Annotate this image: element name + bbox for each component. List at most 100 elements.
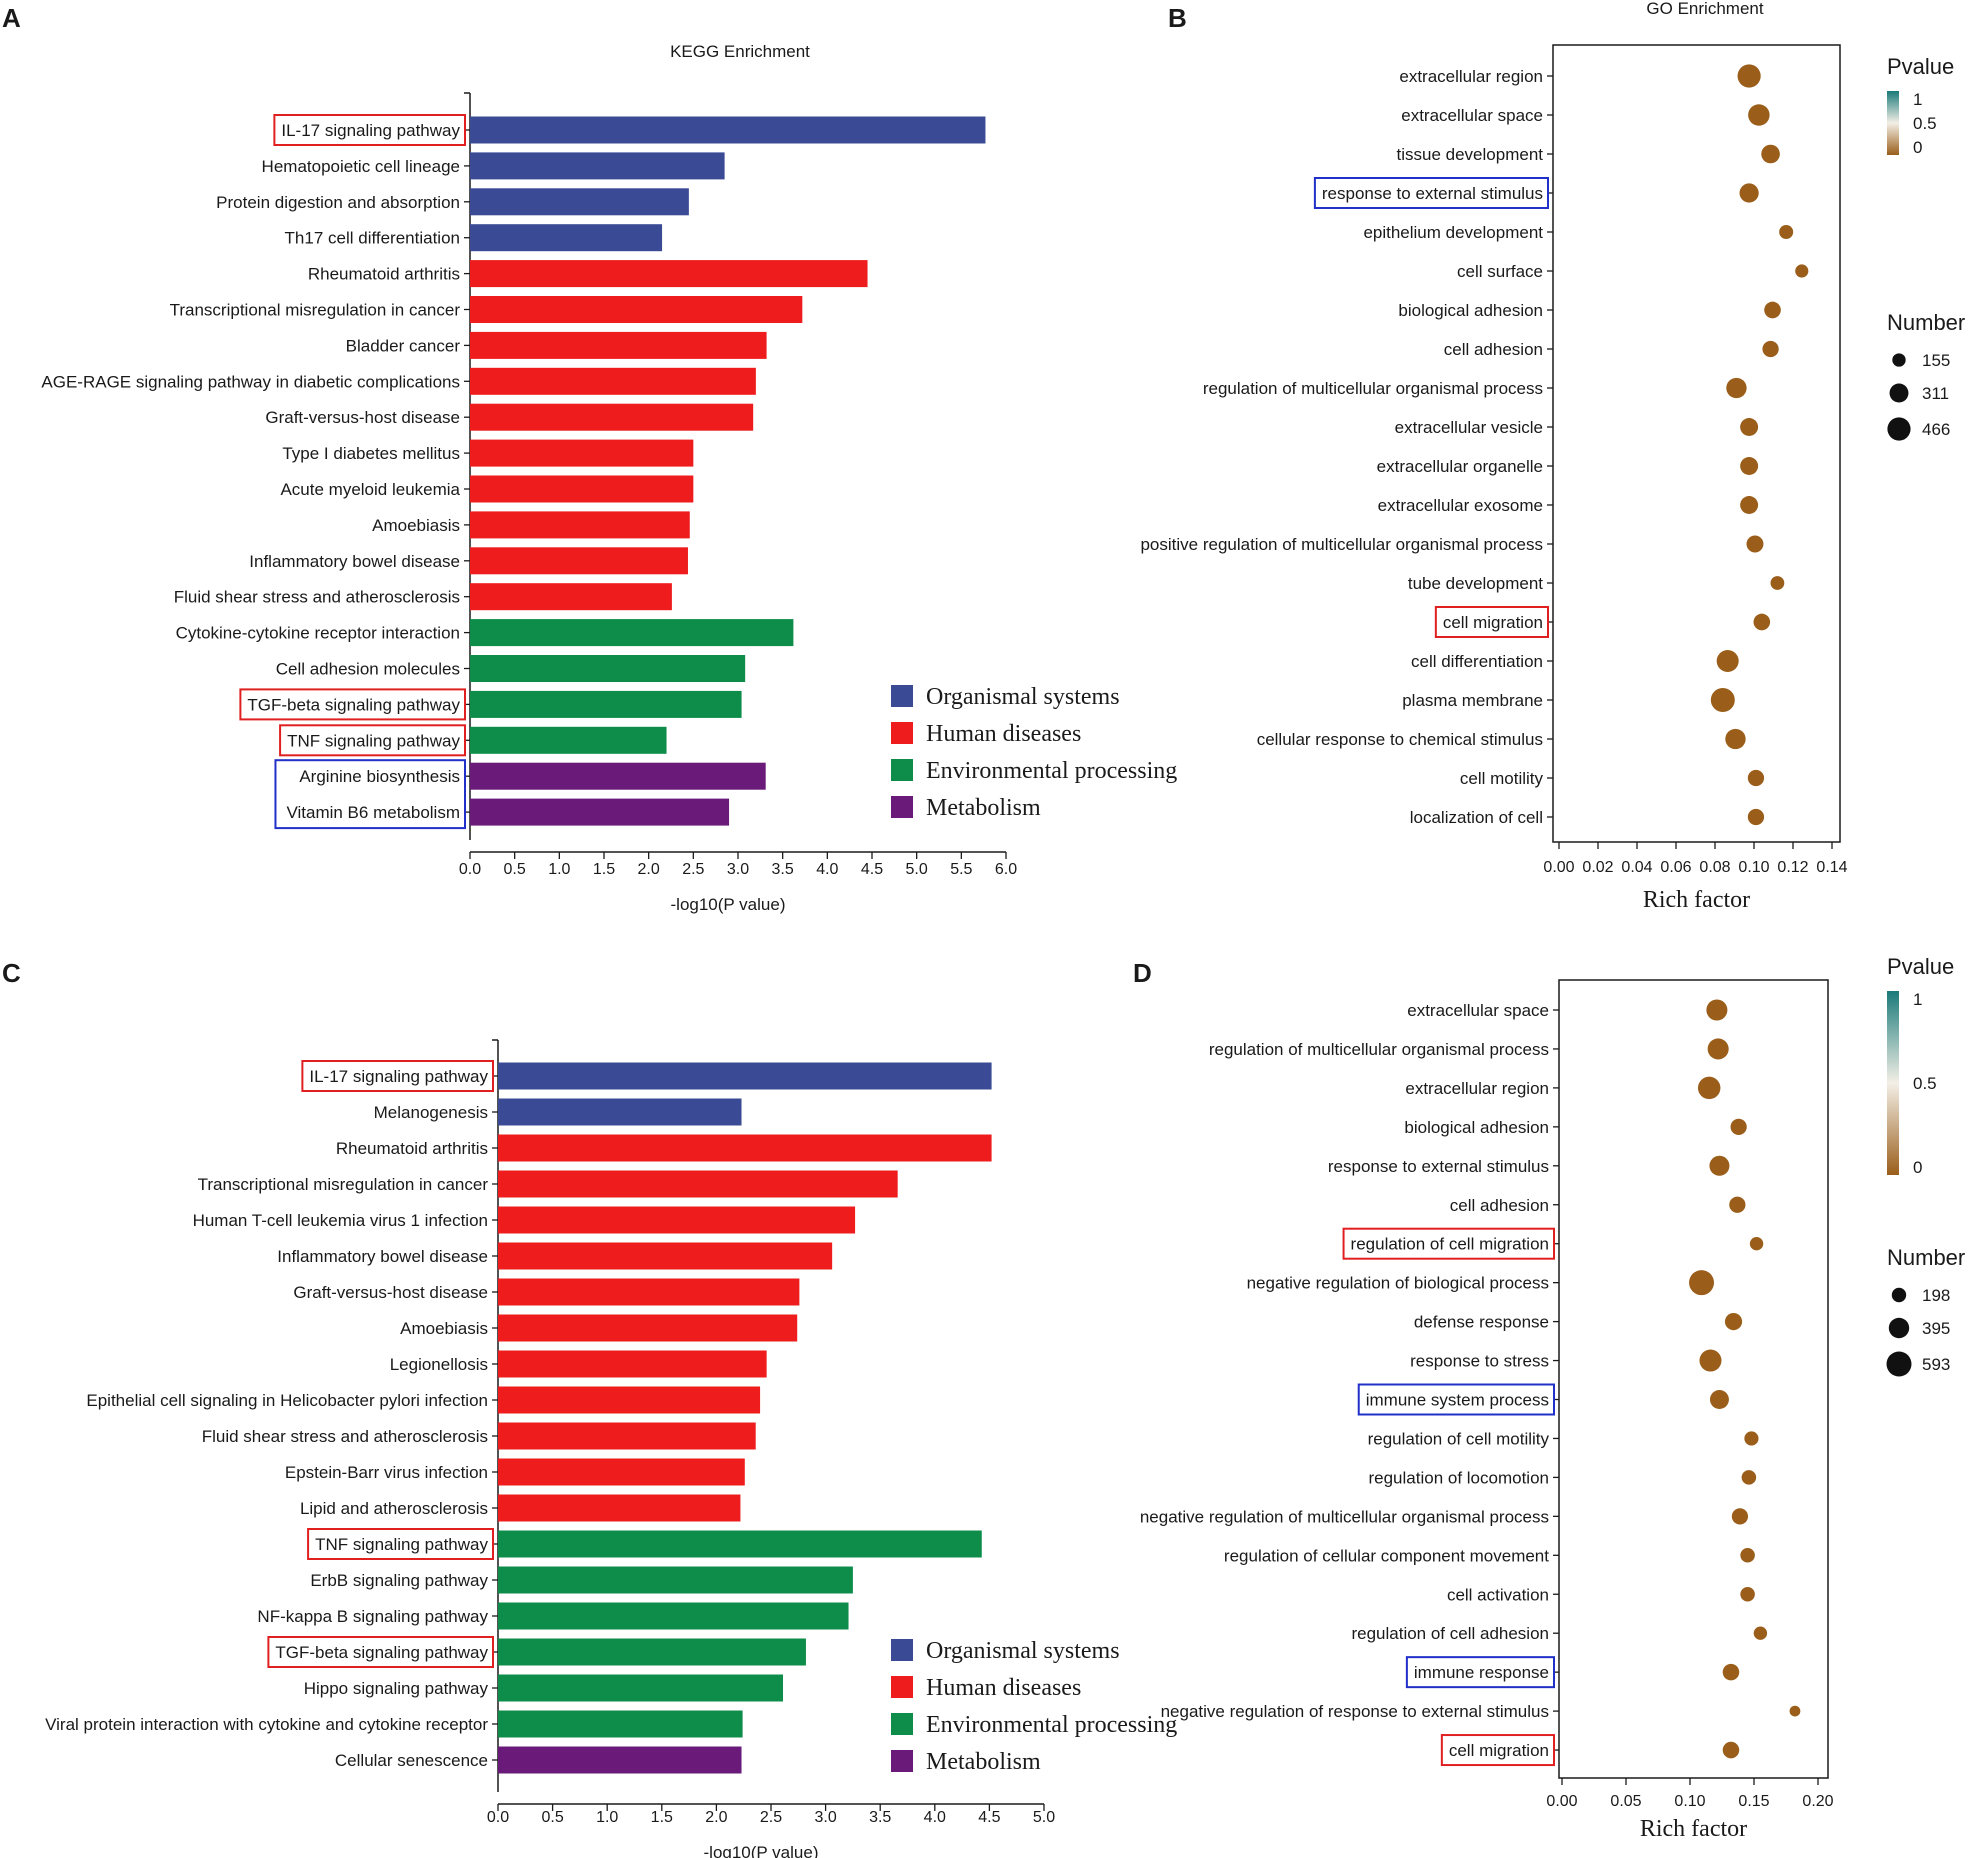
- category-label: Inflammatory bowel disease: [249, 552, 460, 571]
- bar: [498, 1386, 761, 1414]
- category-label: Protein digestion and absorption: [216, 193, 460, 212]
- x-tick-label: 2.5: [760, 1809, 782, 1826]
- bubble: [1761, 144, 1780, 164]
- number-legend-label: 593: [1922, 1355, 1950, 1374]
- bubble: [1697, 1076, 1721, 1100]
- category-label: cell adhesion: [1450, 1196, 1549, 1215]
- category-label: Graft-versus-host disease: [293, 1283, 488, 1302]
- bar: [498, 1098, 742, 1126]
- legend-label: Environmental processing: [926, 1712, 1177, 1738]
- bar: [498, 1314, 798, 1342]
- category-label: biological adhesion: [1404, 1118, 1549, 1137]
- category-label: tube development: [1408, 574, 1543, 593]
- number-legend: Number 155 311 466: [1887, 310, 1965, 441]
- highlight-box-red: [1342, 1227, 1555, 1260]
- x-tick-label: 0.00: [1543, 859, 1574, 876]
- category-label: Inflammatory bowel disease: [277, 1247, 488, 1266]
- x-tick-label: 0.20: [1802, 1793, 1833, 1810]
- bubble: [1740, 418, 1759, 436]
- category-label: Th17 cell differentiation: [285, 229, 460, 248]
- bar: [470, 331, 767, 359]
- bubble: [1699, 1349, 1722, 1372]
- highlight-box-red: [301, 1060, 494, 1092]
- number-legend-label: 395: [1922, 1319, 1950, 1338]
- category-label: negative regulation of biological proces…: [1247, 1274, 1549, 1293]
- category-label: cell migration: [1443, 613, 1543, 632]
- x-axis-label: -log10(P value): [704, 1843, 819, 1858]
- bubble: [1795, 264, 1809, 278]
- legend-swatch: [891, 685, 913, 707]
- category-label: Fluid shear stress and atherosclerosis: [174, 588, 460, 607]
- category-label: negative regulation of multicellular org…: [1140, 1507, 1549, 1526]
- x-tick-label: 0.5: [541, 1809, 563, 1826]
- category-label: extracellular organelle: [1377, 457, 1543, 476]
- category-label: TGF-beta signaling pathway: [247, 695, 460, 714]
- category-label: Type I diabetes mellitus: [282, 444, 460, 463]
- x-tick-label: 3.5: [869, 1809, 891, 1826]
- category-label: extracellular space: [1401, 106, 1543, 125]
- plot-frame: [1558, 979, 1829, 1779]
- bar: [498, 1458, 745, 1486]
- category-label: extracellular vesicle: [1395, 418, 1543, 437]
- category-label: AGE-RAGE signaling pathway in diabetic c…: [41, 372, 460, 391]
- x-axis-label: -log10(P value): [671, 895, 786, 914]
- category-label: regulation of cell motility: [1368, 1429, 1550, 1448]
- panel-letter: A: [2, 3, 21, 33]
- bubble: [1722, 1663, 1740, 1681]
- category-label: regulation of cellular component movemen…: [1224, 1546, 1549, 1565]
- x-tick-label: 0.06: [1660, 859, 1691, 876]
- bar: [498, 1170, 898, 1198]
- pvalue-tick-label: 1: [1913, 90, 1922, 109]
- bubble: [1709, 1390, 1729, 1409]
- x-tick-label: 5.5: [950, 861, 972, 878]
- category-label: regulation of multicellular organismal p…: [1209, 1040, 1549, 1059]
- bubble: [1747, 808, 1765, 826]
- category-label: regulation of multicellular organismal p…: [1203, 379, 1543, 398]
- pvalue-colorbar: [1887, 991, 1899, 1175]
- bubble: [1764, 301, 1781, 319]
- x-tick-label: 0.0: [487, 1809, 509, 1826]
- bubble: [1722, 1741, 1740, 1759]
- highlight-box-red: [1440, 1734, 1555, 1767]
- bubble: [1749, 1237, 1764, 1251]
- x-tick-label: 5.0: [1033, 1809, 1055, 1826]
- highlight-box-red: [1434, 606, 1549, 638]
- panel-b-bubble-chart: B GO Enrichment 0.00 0.02 0.04 0.06 0.08 0.10 0.…: [1140, 0, 1965, 913]
- pvalue-tick-label: 0.5: [1913, 114, 1937, 133]
- x-tick-label: 4.0: [816, 861, 838, 878]
- bar: [470, 798, 730, 826]
- category-label: Cellular senescence: [335, 1751, 488, 1770]
- highlight-box-red: [239, 688, 466, 721]
- category-label: cell migration: [1449, 1741, 1549, 1760]
- number-legend: Number 198 395 593: [1886, 1245, 1965, 1377]
- bar: [470, 260, 868, 288]
- category-label: extracellular space: [1407, 1001, 1549, 1020]
- x-tick-label: 4.0: [924, 1809, 946, 1826]
- legend-swatch: [891, 759, 913, 781]
- x-tick-label: 6.0: [995, 861, 1017, 878]
- number-legend-label: 155: [1922, 351, 1950, 370]
- number-legend-title: Number: [1887, 1245, 1965, 1270]
- x-tick-label: 1.0: [596, 1809, 618, 1826]
- legend-label: Organismal systems: [926, 684, 1120, 710]
- bar: [498, 1278, 800, 1306]
- category-label: Arginine biosynthesis: [299, 767, 460, 786]
- bar: [470, 367, 756, 395]
- bubble: [1725, 728, 1746, 750]
- bar: [470, 655, 746, 682]
- category-label: Fluid shear stress and atherosclerosis: [202, 1427, 488, 1446]
- number-legend-bubble: [1892, 353, 1906, 367]
- x-tick-label: 2.0: [638, 861, 660, 878]
- chart-title: KEGG Enrichment: [670, 42, 810, 61]
- bar: [498, 1062, 992, 1090]
- bar: [498, 1494, 741, 1522]
- bubble: [1741, 1470, 1757, 1485]
- category-label: immune system process: [1366, 1391, 1549, 1410]
- category-label: Vitamin B6 metabolism: [286, 803, 460, 822]
- x-tick-label: 4.5: [861, 861, 883, 878]
- x-tick-label: 1.5: [651, 1809, 673, 1826]
- category-label: Human T-cell leukemia virus 1 infection: [193, 1211, 488, 1230]
- category-label: Rheumatoid arthritis: [336, 1139, 488, 1158]
- pvalue-tick-label: 1: [1913, 990, 1922, 1009]
- x-tick-label: 3.0: [727, 861, 749, 878]
